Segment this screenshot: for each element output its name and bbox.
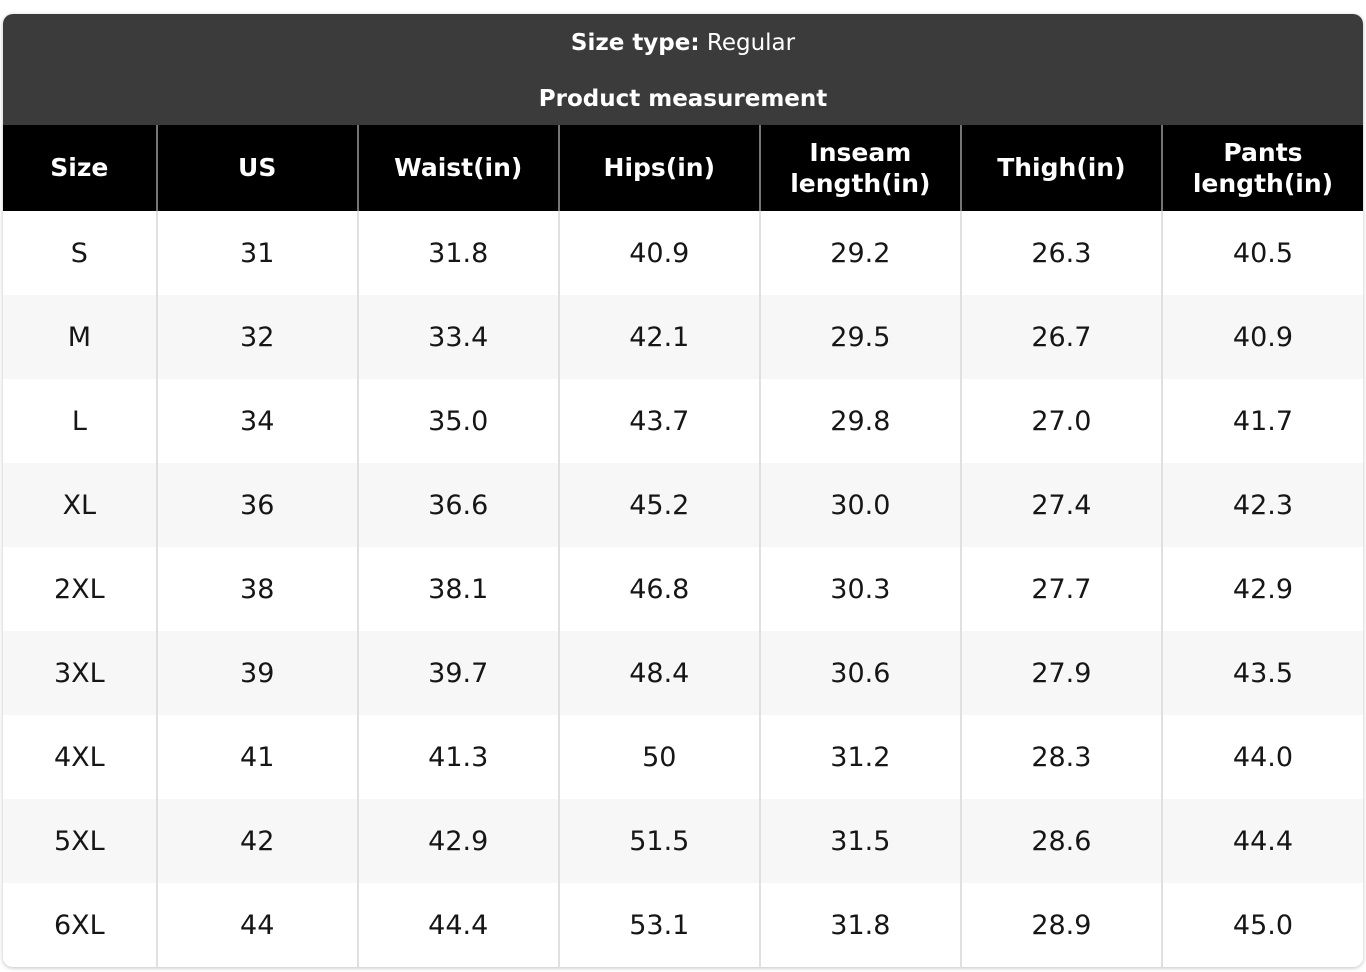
measurement-cell: 44.4 (1160, 799, 1363, 883)
measurement-cell: 50 (557, 715, 760, 799)
size-cell: 3XL (3, 631, 157, 715)
size-table-body: S 31 31.8 40.9 29.2 26.3 40.5 M 32 33.4 42.1 29.5 26… (3, 211, 1363, 967)
column-header-us: US (155, 125, 358, 211)
measurement-cell: 41.7 (1160, 379, 1363, 463)
measurement-cell: 46.8 (557, 547, 760, 631)
table-row: 4XL 41 41.3 50 31.2 28.3 44.0 (3, 715, 1363, 799)
measurement-cell: 30.6 (758, 631, 961, 715)
size-cell: XL (3, 463, 157, 547)
measurement-cell: 42 (155, 799, 358, 883)
size-cell: L (3, 379, 157, 463)
measurement-cell: 27.7 (959, 547, 1162, 631)
measurement-cell: 28.9 (959, 883, 1162, 967)
measurement-cell: 53.1 (557, 883, 760, 967)
measurement-cell: 29.5 (758, 295, 961, 379)
measurement-cell: 26.7 (959, 295, 1162, 379)
measurement-cell: 31.2 (758, 715, 961, 799)
measurement-cell: 27.4 (959, 463, 1162, 547)
measurement-cell: 41 (155, 715, 358, 799)
column-header-thigh: Thigh(in) (959, 125, 1162, 211)
measurement-cell: 42.3 (1160, 463, 1363, 547)
table-row: 6XL 44 44.4 53.1 31.8 28.9 45.0 (3, 883, 1363, 967)
measurement-cell: 36 (155, 463, 358, 547)
measurement-cell: 51.5 (557, 799, 760, 883)
size-type-value: Regular (699, 30, 796, 56)
size-type-label: Size type: (570, 30, 700, 56)
table-row: 2XL 38 38.1 46.8 30.3 27.7 42.9 (3, 547, 1363, 631)
table-row: S 31 31.8 40.9 29.2 26.3 40.5 (3, 211, 1363, 295)
measurement-cell: 43.5 (1160, 631, 1363, 715)
measurement-cell: 44.0 (1160, 715, 1363, 799)
measurement-cell: 35.0 (356, 379, 559, 463)
size-cell: 4XL (3, 715, 157, 799)
size-cell: 2XL (3, 547, 157, 631)
measurement-cell: 42.9 (356, 799, 559, 883)
column-header-waist: Waist(in) (356, 125, 559, 211)
header-row: Size US Waist(in) Hips(in) Inseam length… (3, 125, 1363, 211)
measurement-cell: 30.3 (758, 547, 961, 631)
measurement-cell: 31 (155, 211, 358, 295)
measurement-cell: 27.0 (959, 379, 1162, 463)
measurement-cell: 26.3 (959, 211, 1162, 295)
measurement-cell: 38.1 (356, 547, 559, 631)
measurement-cell: 36.6 (356, 463, 559, 547)
measurement-cell: 27.9 (959, 631, 1162, 715)
table-row: XL 36 36.6 45.2 30.0 27.4 42.3 (3, 463, 1363, 547)
table-row: M 32 33.4 42.1 29.5 26.7 40.9 (3, 295, 1363, 379)
size-type-line: Size type: Regular (3, 29, 1363, 57)
measurement-cell: 45.2 (557, 463, 760, 547)
measurement-cell: 48.4 (557, 631, 760, 715)
measurement-cell: 40.9 (557, 211, 760, 295)
chart-header-bar: Size type: Regular Product measurement (3, 14, 1363, 125)
measurement-cell: 40.5 (1160, 211, 1363, 295)
measurement-cell: 42.9 (1160, 547, 1363, 631)
measurement-cell: 28.3 (959, 715, 1162, 799)
measurement-cell: 29.8 (758, 379, 961, 463)
column-header-pants-length: Pants length(in) (1160, 125, 1363, 211)
measurement-cell: 31.8 (758, 883, 961, 967)
size-cell: M (3, 295, 157, 379)
measurement-cell: 45.0 (1160, 883, 1363, 967)
measurement-cell: 38 (155, 547, 358, 631)
measurement-cell: 39.7 (356, 631, 559, 715)
measurement-cell: 43.7 (557, 379, 760, 463)
measurement-cell: 31.5 (758, 799, 961, 883)
column-header-size: Size (3, 125, 157, 211)
measurement-cell: 29.2 (758, 211, 961, 295)
size-cell: S (3, 211, 157, 295)
size-cell: 6XL (3, 883, 157, 967)
product-measurement-title: Product measurement (538, 86, 828, 112)
table-row: 5XL 42 42.9 51.5 31.5 28.6 44.4 (3, 799, 1363, 883)
column-header-hips: Hips(in) (557, 125, 760, 211)
table-row: 3XL 39 39.7 48.4 30.6 27.9 43.5 (3, 631, 1363, 715)
size-cell: 5XL (3, 799, 157, 883)
size-chart-card: Size type: Regular Product measurement S… (3, 14, 1363, 967)
measurement-cell: 39 (155, 631, 358, 715)
size-table: Size US Waist(in) Hips(in) Inseam length… (3, 125, 1363, 967)
size-table-header: Size US Waist(in) Hips(in) Inseam length… (3, 125, 1363, 211)
measurement-cell: 40.9 (1160, 295, 1363, 379)
measurement-cell: 34 (155, 379, 358, 463)
measurement-cell: 30.0 (758, 463, 961, 547)
measurement-cell: 33.4 (356, 295, 559, 379)
measurement-cell: 32 (155, 295, 358, 379)
table-row: L 34 35.0 43.7 29.8 27.0 41.7 (3, 379, 1363, 463)
measurement-cell: 44 (155, 883, 358, 967)
column-header-inseam: Inseam length(in) (758, 125, 961, 211)
measurement-cell: 41.3 (356, 715, 559, 799)
measurement-cell: 42.1 (557, 295, 760, 379)
measurement-cell: 28.6 (959, 799, 1162, 883)
measurement-cell: 31.8 (356, 211, 559, 295)
measurement-cell: 44.4 (356, 883, 559, 967)
